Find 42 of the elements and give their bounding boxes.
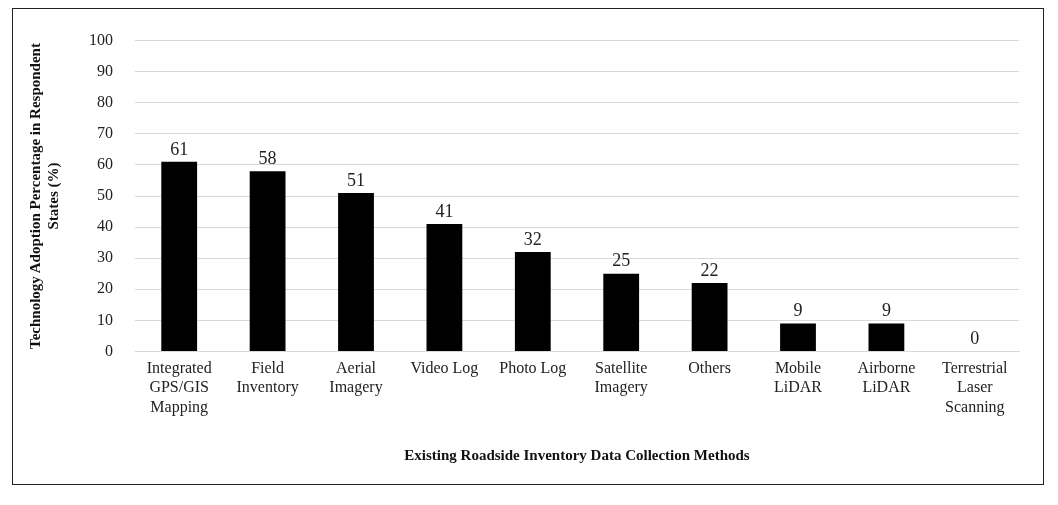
y-tick-label: 0 [105,341,113,359]
x-tick-label: Field Inventory [236,359,299,397]
data-label: 51 [347,169,365,190]
x-tick-label: Photo Log [499,359,567,378]
x-tick-label: Airborne LiDAR [857,359,916,396]
bar [868,323,905,351]
bar [780,323,816,351]
bar [691,283,728,351]
y-tick-label: 40 [97,217,113,235]
x-axis-title: Existing Roadside Inventory Data Collection Methods [404,446,750,463]
data-label: 22 [700,259,719,280]
x-tick-label: Video Log [410,359,479,378]
bar [249,171,286,351]
y-tick-label: 70 [97,124,113,142]
y-tick-label: 50 [97,186,113,204]
data-label: 9 [881,300,891,321]
x-tick-label: Satellite Imagery [594,359,648,397]
y-tick-label: 90 [97,61,113,79]
data-label: 9 [793,300,803,321]
y-tick-label: 10 [97,310,113,328]
y-tick-label: 60 [97,155,113,173]
y-tick-label: 30 [97,248,113,266]
bar [426,223,463,351]
bar [603,273,640,351]
x-tick-label: Aerial Imagery [329,359,383,397]
x-tick-label: Integrated GPS/GIS Mapping [146,359,212,416]
data-label: 32 [523,228,542,249]
bar [514,251,551,351]
data-label: 58 [258,147,277,168]
bar [161,161,198,351]
data-label: 25 [612,250,631,271]
y-tick-label: 100 [89,30,113,48]
x-tick-label: Others [688,359,731,377]
y-tick-label: 20 [97,279,113,297]
y-tick-label: 80 [97,92,113,110]
y-axis-title: Technology Adoption Percentage in Respondent States (%) [26,43,62,349]
data-label: 0 [970,328,980,349]
data-label: 41 [435,200,454,221]
data-label: 61 [170,138,189,159]
x-tick-label: Mobile LiDAR [774,359,823,396]
bar [338,192,374,351]
x-tick-label: Terrestrial Laser Scanning [942,359,1009,416]
